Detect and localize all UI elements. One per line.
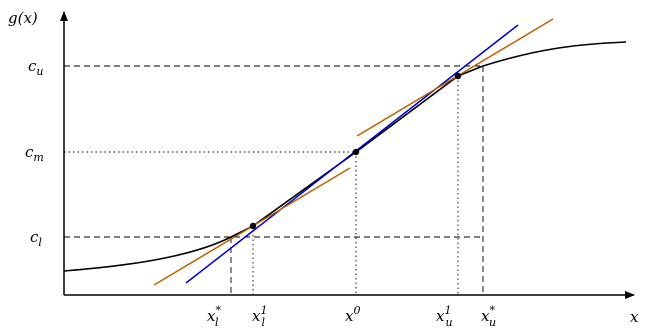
- label-xu1: x1 u: [436, 304, 453, 329]
- point-xu1: [454, 72, 462, 80]
- y-axis-label: g(x): [8, 9, 38, 27]
- label-xl-star: x* l: [207, 304, 221, 329]
- label-cl: cl: [30, 228, 42, 249]
- label-x0: x0: [345, 304, 360, 325]
- label-cm: cm: [25, 143, 44, 164]
- point-xl1: [249, 222, 257, 230]
- function-curve: [63, 41, 627, 272]
- label-xu-star: x* u: [481, 304, 496, 329]
- x-axis-label: x: [630, 308, 639, 326]
- point-x0: [352, 148, 360, 156]
- label-xl1: x1 l: [252, 304, 267, 329]
- dotted-guides: [64, 76, 459, 295]
- dashed-guides: [64, 65, 484, 295]
- tangent-line-main: [185, 24, 519, 284]
- label-cu: cu: [28, 57, 44, 78]
- tangent-line-upper: [356, 18, 554, 137]
